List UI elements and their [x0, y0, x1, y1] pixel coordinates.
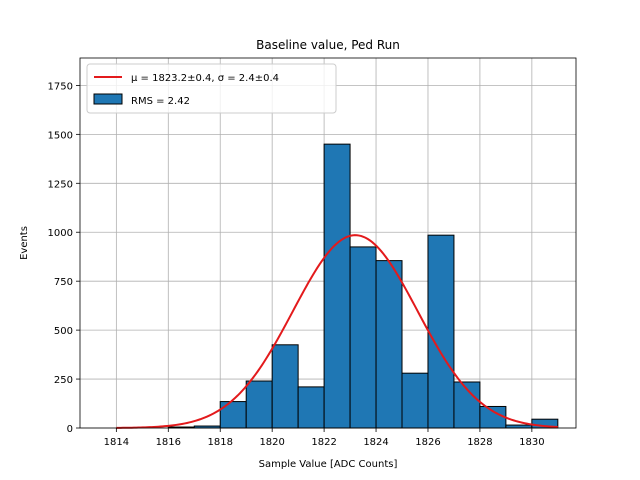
chart-title: Baseline value, Ped Run	[256, 38, 400, 52]
histogram-bar	[427, 234, 455, 429]
histogram-bar	[245, 380, 273, 429]
y-tick-label: 1500	[48, 130, 73, 141]
y-tick-label: 500	[54, 326, 73, 337]
gaussian-fit-line	[116, 234, 558, 429]
x-tick-label: 1814	[104, 437, 129, 448]
histogram-bar	[505, 424, 533, 429]
legend-bar-swatch	[93, 93, 123, 105]
x-tick-label: 1826	[415, 437, 440, 448]
y-tick-label: 0	[67, 424, 73, 435]
x-tick-label: 1828	[467, 437, 492, 448]
histogram-bar	[401, 372, 429, 429]
y-tick-label: 750	[54, 277, 73, 288]
x-tick-label: 1822	[311, 437, 336, 448]
legend: μ = 1823.2±0.4, σ = 2.4±0.4 RMS = 2.42	[86, 63, 337, 114]
y-tick-label: 250	[54, 375, 73, 386]
legend-fit-label: μ = 1823.2±0.4, σ = 2.4±0.4	[131, 73, 279, 84]
legend-rms-label: RMS = 2.42	[131, 96, 190, 107]
x-tick-label: 1816	[156, 437, 181, 448]
histogram-bar	[271, 344, 299, 429]
y-tick-label: 1750	[48, 81, 73, 92]
histogram-bar	[375, 260, 403, 429]
legend-box	[86, 63, 337, 114]
y-axis-label: Events	[19, 226, 30, 260]
histogram-bar	[219, 401, 247, 429]
histogram-bar	[297, 386, 325, 429]
y-tick-label: 1000	[48, 228, 73, 239]
y-tick-label: 1250	[48, 179, 73, 190]
x-tick-label: 1818	[208, 437, 233, 448]
fit-curve-layer	[116, 234, 558, 429]
y-axis-ticks: 0 250 500 750 1000 1250 1500 1750	[48, 81, 80, 435]
plot-frame	[79, 57, 577, 429]
histogram-bar	[323, 143, 351, 429]
x-tick-label: 1824	[363, 437, 388, 448]
x-axis-label: Sample Value [ADC Counts]	[259, 459, 398, 470]
histogram-bar	[349, 246, 377, 429]
histogram-bars	[167, 143, 559, 429]
histogram-bar	[479, 405, 507, 429]
x-tick-label: 1820	[259, 437, 284, 448]
x-axis-ticks: 1814 1816 1818 1820 1822 1824 1826 1828 1830	[104, 428, 545, 448]
x-tick-label: 1830	[519, 437, 544, 448]
